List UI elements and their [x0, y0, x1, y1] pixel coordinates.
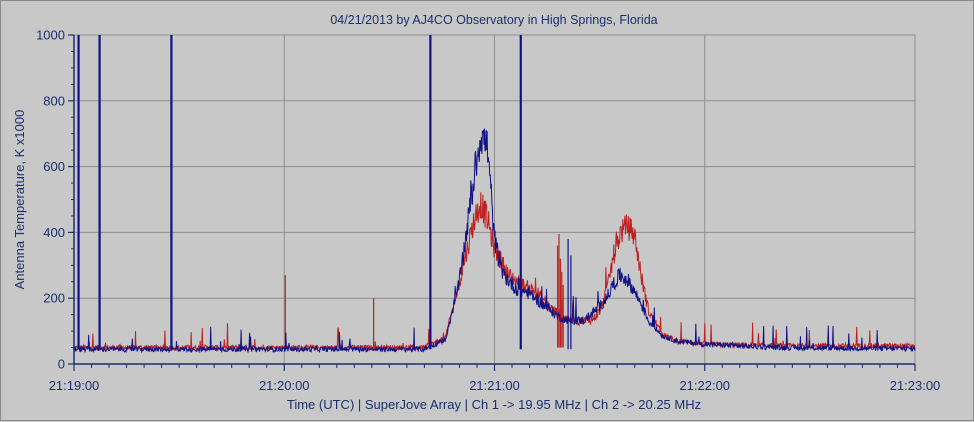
x-axis-label: Time (UTC) | SuperJove Array | Ch 1 -> 1…	[287, 397, 701, 412]
y-tick-label: 800	[43, 93, 65, 108]
x-tick-label: 21:19:00	[49, 378, 100, 393]
x-tick-label: 21:23:00	[890, 378, 941, 393]
y-tick-label: 1000	[36, 28, 65, 43]
y-tick-label: 200	[43, 291, 65, 306]
y-axis-label: Antenna Temperature, K x1000	[12, 110, 27, 290]
x-tick-label: 21:22:00	[679, 378, 730, 393]
y-tick-label: 400	[43, 225, 65, 240]
y-tick-label: 600	[43, 159, 65, 174]
plot-area	[73, 34, 916, 365]
x-tick-label: 21:21:00	[469, 378, 520, 393]
x-tick-label: 21:20:00	[259, 378, 310, 393]
axes: 0 200 400 600 800 1000 21:19:00 21:20:00 21:21:0…	[36, 28, 940, 394]
chart-title: 04/21/2013 by AJ4CO Observatory in High …	[330, 13, 657, 27]
series-ch1	[73, 35, 916, 354]
series-line	[73, 128, 916, 354]
y-tick-label: 0	[58, 357, 65, 372]
